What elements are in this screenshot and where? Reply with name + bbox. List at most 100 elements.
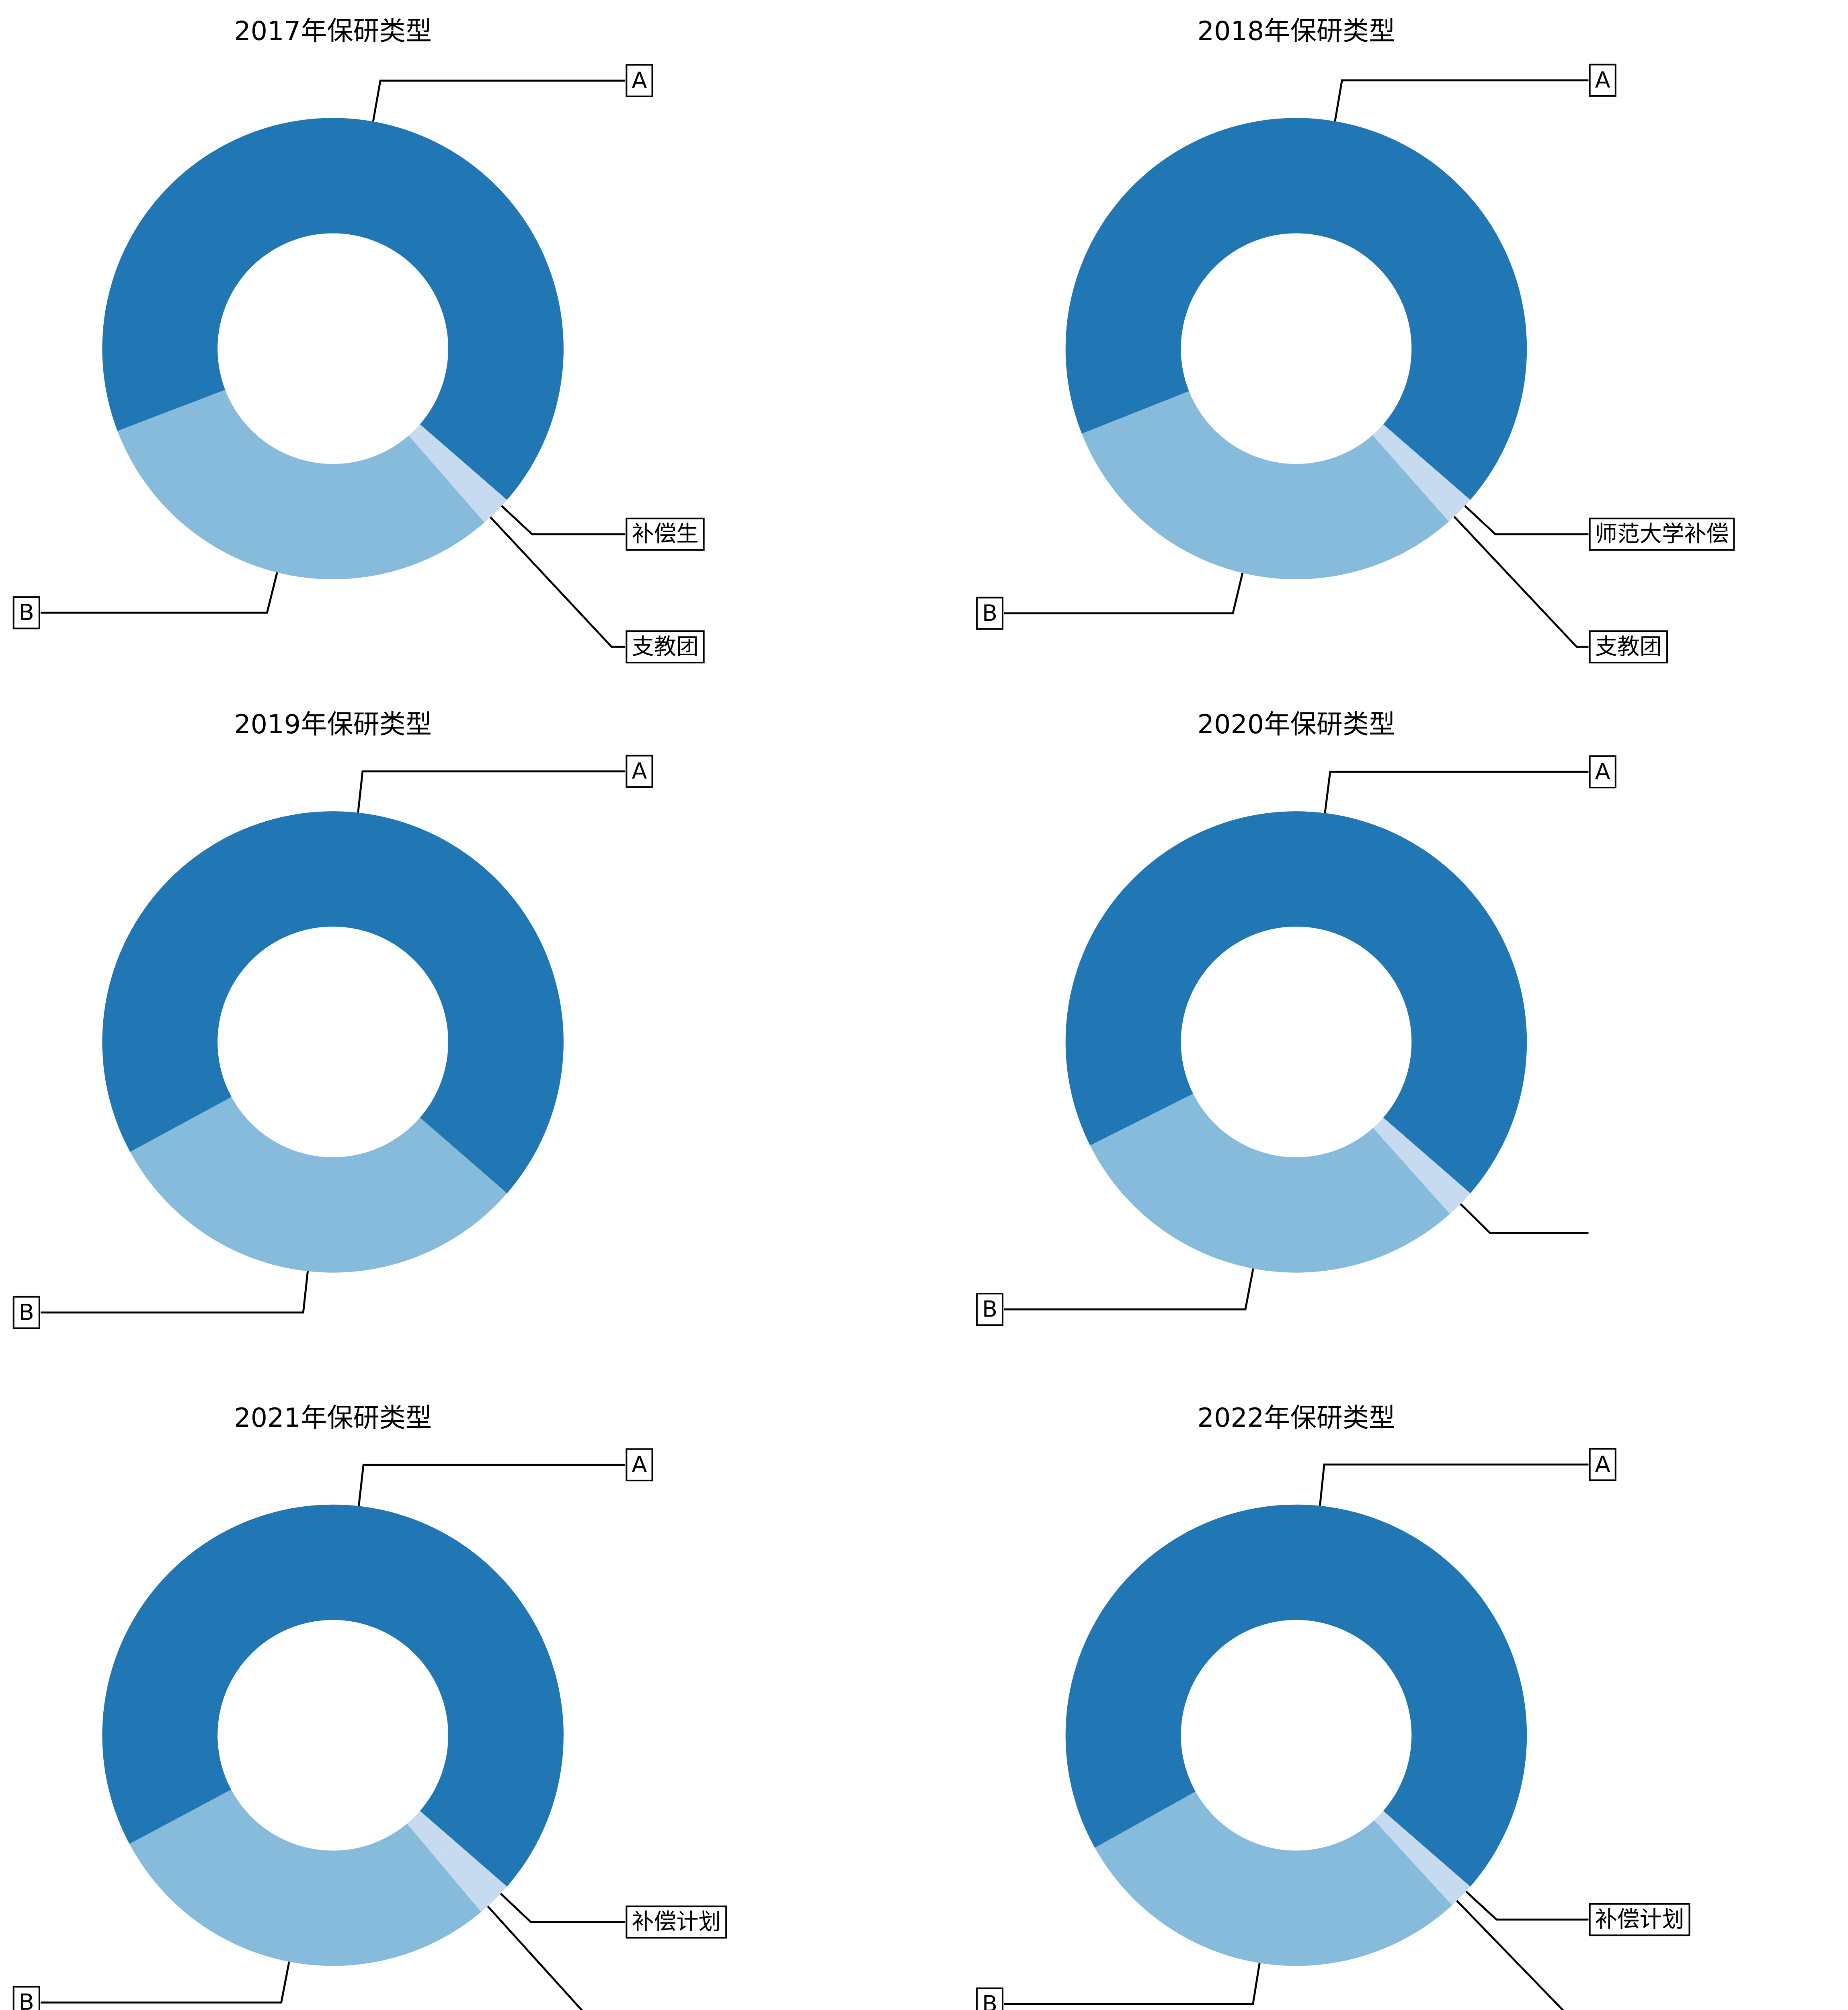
leader-line	[1464, 505, 1589, 535]
label-frame	[626, 1905, 727, 1939]
label-box: B	[12, 1296, 40, 1329]
leader-line	[357, 770, 626, 813]
label-frame	[626, 64, 653, 97]
wedge	[117, 390, 485, 580]
slice-label: 补偿计划	[1595, 1907, 1684, 1932]
wedge	[130, 1097, 507, 1273]
wedge	[102, 811, 564, 1194]
label-box: 补偿计划	[626, 1905, 727, 1939]
slice-label: B	[982, 1296, 997, 1322]
label-box: B	[976, 1987, 1004, 2010]
chart-title: 2020年保研类型	[1197, 709, 1395, 740]
slice-label: A	[1595, 1452, 1610, 1477]
slice-label: 补偿计划	[632, 1910, 721, 1935]
wedge	[1378, 424, 1471, 512]
slice-label: 补偿生	[632, 521, 698, 547]
leader-line	[1334, 79, 1589, 122]
wedge	[1378, 1811, 1471, 1896]
wedge	[1373, 1118, 1471, 1214]
wedge	[102, 1504, 564, 1887]
leader-line	[1004, 1963, 1261, 2005]
label-frame	[12, 596, 40, 630]
leader-line	[372, 80, 626, 122]
wedge	[1095, 1791, 1452, 1966]
leader-line	[1465, 1891, 1589, 1921]
slice-label: B	[982, 601, 997, 626]
slice-label: A	[632, 68, 647, 94]
slice-label: B	[982, 1991, 997, 2010]
chart-title: 2022年保研类型	[1197, 1403, 1395, 1433]
chart-title: 2021年保研类型	[234, 1403, 432, 1433]
label-box: B	[976, 1293, 1004, 1326]
slice-label: 师范大学补偿	[1595, 521, 1729, 547]
leader-line	[358, 1464, 626, 1506]
label-frame	[1589, 1903, 1690, 1936]
wedge	[407, 1817, 494, 1912]
label-box: A	[626, 755, 653, 788]
label-frame	[976, 1293, 1004, 1326]
wedge	[413, 1811, 507, 1901]
label-box: 支教团	[626, 630, 705, 664]
wedge	[1065, 1504, 1527, 1887]
slice-label: A	[632, 1452, 647, 1478]
slice-label: A	[632, 759, 647, 784]
wedge	[408, 430, 496, 523]
slice-label: B	[19, 600, 34, 626]
leader-line	[501, 505, 626, 535]
label-box: B	[976, 597, 1004, 630]
leader-line	[1456, 1900, 1565, 2010]
label-box: A	[1589, 755, 1616, 789]
leader-line	[1319, 1463, 1589, 1506]
label-box: B	[12, 1986, 40, 2010]
wedge	[102, 118, 564, 500]
wedge	[1374, 1815, 1462, 1905]
label-box: A	[1589, 1448, 1616, 1481]
label-box: A	[626, 64, 653, 97]
label-frame	[626, 630, 705, 664]
wedge	[1372, 430, 1460, 522]
leader-line	[1460, 1203, 1589, 1234]
leader-line	[1004, 1268, 1254, 1311]
label-frame	[626, 1448, 653, 1481]
label-box: 补偿生	[626, 517, 705, 551]
label-frame	[12, 1296, 40, 1329]
wedge	[1090, 1093, 1450, 1273]
chart-title: 2017年保研类型	[234, 16, 432, 47]
label-frame	[976, 597, 1004, 630]
slice-label: A	[1595, 68, 1610, 93]
slice-label: 支教团	[1595, 634, 1662, 660]
label-box: 补偿计划	[1589, 1903, 1690, 1936]
wedge	[129, 1789, 481, 1966]
leader-line	[487, 1905, 583, 2010]
label-frame	[12, 1986, 40, 2010]
leader-line	[1004, 572, 1244, 615]
label-frame	[626, 755, 653, 788]
wedge	[1082, 391, 1449, 580]
wedge	[1065, 118, 1527, 500]
chart-title: 2019年保研类型	[234, 709, 432, 740]
slice-label: B	[19, 1990, 34, 2010]
leader-line	[41, 1271, 309, 1314]
label-box: A	[626, 1448, 653, 1481]
label-box: 支教团	[1589, 630, 1668, 664]
chart-title: 2018年保研类型	[1197, 16, 1395, 47]
label-box: A	[1589, 64, 1616, 97]
leader-line	[490, 516, 626, 648]
wedge	[414, 424, 507, 512]
label-frame	[1589, 64, 1616, 97]
slice-label: B	[19, 1300, 34, 1325]
label-frame	[626, 517, 705, 551]
label-frame	[1589, 517, 1735, 551]
leader-line	[1453, 516, 1589, 648]
leader-line	[41, 572, 278, 614]
wedge	[1065, 811, 1527, 1194]
leader-line	[41, 1961, 290, 2004]
leader-line	[500, 1893, 626, 1923]
slice-label: A	[1595, 759, 1610, 785]
leader-line	[1324, 771, 1589, 813]
label-frame	[1589, 630, 1668, 664]
label-frame	[1589, 755, 1616, 789]
label-frame	[976, 1987, 1004, 2010]
